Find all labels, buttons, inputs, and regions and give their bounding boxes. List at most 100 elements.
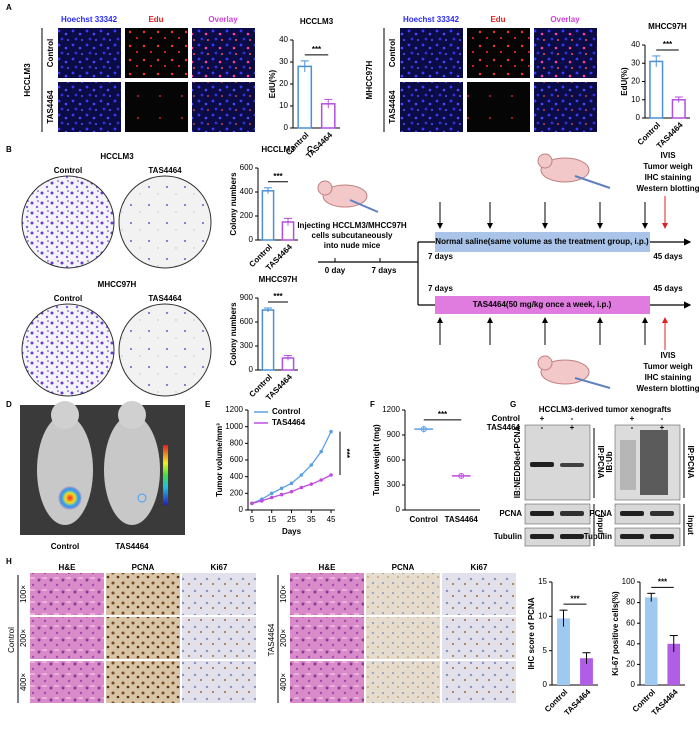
y-tick-label: 1200 [225,405,243,414]
diagram-c [317,153,692,389]
y-axis-label: EdU(%) [268,69,277,98]
lane-sign: - [631,423,634,432]
panel-label: E [205,400,211,409]
ihc-image [106,617,180,659]
row-label: Control [492,414,520,423]
column-header: H&E [59,563,77,572]
series-point [329,473,333,477]
column-header: Control [54,166,82,175]
outcome: Tumor weigh [643,162,692,171]
significance: *** [438,410,448,419]
blot-label: Input [686,515,695,535]
column-header: Overlay [208,15,238,24]
ihc-image [290,661,364,703]
y-tick-label: 15 [538,577,547,586]
significance: *** [273,172,283,181]
series-point [289,489,294,494]
series-point [299,485,304,490]
series-point [269,491,274,496]
culture-plate [21,303,115,397]
column-header: Control [54,294,82,303]
x-tick-label: 25 [287,515,296,524]
lane-sign: - [661,414,664,423]
group-label: MHCC97H [365,60,374,99]
legend-label: Control [272,407,300,416]
blot-label: Tubulin [584,532,612,541]
micrograph [534,28,597,78]
culture-plate [118,303,212,397]
blot-label: PCNA [499,509,522,518]
blot-label: IB:NEDD8ed-PCNA [513,426,522,499]
timepoint: 7 days [428,252,453,261]
column-header: Hoechst 33342 [61,15,118,24]
lane-sign: + [570,423,575,432]
y-axis-label: EdU(%) [620,67,629,96]
y-tick-label: 600 [240,317,254,326]
bar [644,597,658,685]
magnification: 200× [19,629,28,647]
blot-label: IP:PCNA [686,446,695,479]
y-tick-label: 400 [240,187,254,196]
group-label: HCCLM3 [23,63,32,97]
series-point [309,482,314,486]
micrograph [192,28,255,78]
outcome: Tumor weigh [643,362,692,371]
micrograph [467,28,530,78]
x-tick-label: 35 [307,515,316,524]
legend-label: TAS4464 [272,418,306,427]
series-point [279,492,284,497]
column-header: Ki67 [211,563,228,572]
ihc-image [442,573,516,615]
panel-label: H [6,557,12,566]
column-header: Edu [490,15,505,24]
y-tick-label: 10 [538,611,547,620]
micrograph [400,82,463,132]
column-header: PCNA [392,563,415,572]
y-tick-label: 1200 [382,405,400,414]
magnification: 100× [279,585,288,603]
ihc-image [182,617,256,659]
column-label: TAS4464 [115,542,149,551]
micrograph [467,82,530,132]
y-tick-label: 5 [543,646,548,655]
lane-sign: - [571,414,574,423]
bar [667,643,681,685]
ihc-image [106,573,180,615]
series-point [319,478,323,482]
bar [557,618,570,685]
blot-label: IP:PCNA [596,446,605,479]
micrograph [400,28,463,78]
mean-point [420,426,427,433]
lane-sign: - [541,423,544,432]
outcome: IHC staining [645,373,692,382]
y-tick-label: 20 [279,79,288,88]
ihc-image [30,573,104,615]
y-axis-label: Colony numbers [229,302,238,366]
ihc-image [442,617,516,659]
y-tick-label: 600 [240,163,254,172]
group-label: MHCC97H [98,280,137,289]
y-tick-label: 80 [626,598,635,607]
chart-title: MHCC97H [648,22,687,31]
ivis-image [20,401,185,535]
panel-label: C [307,145,313,154]
lane-sign: + [660,423,665,432]
lane-sign: + [540,414,545,423]
blot-label: IB:Ub [605,451,614,472]
panel-label: G [510,400,516,409]
ihc-image [182,661,256,703]
column-header: PCNA [132,563,155,572]
y-tick-label: 0 [239,505,244,514]
group-label: HCCLM3 [100,152,134,161]
culture-plate [118,175,212,269]
series-point [279,486,284,491]
y-axis-label: Tumor volume/mm³ [215,423,224,497]
bar [261,309,275,371]
series-point [319,449,323,454]
y-tick-label: 900 [387,430,401,439]
column-header: Overlay [550,15,580,24]
y-tick-label: 300 [387,480,401,489]
x-axis-label: Days [282,527,302,536]
y-tick-label: 20 [631,77,640,86]
outcome: Western blotting [637,184,699,193]
